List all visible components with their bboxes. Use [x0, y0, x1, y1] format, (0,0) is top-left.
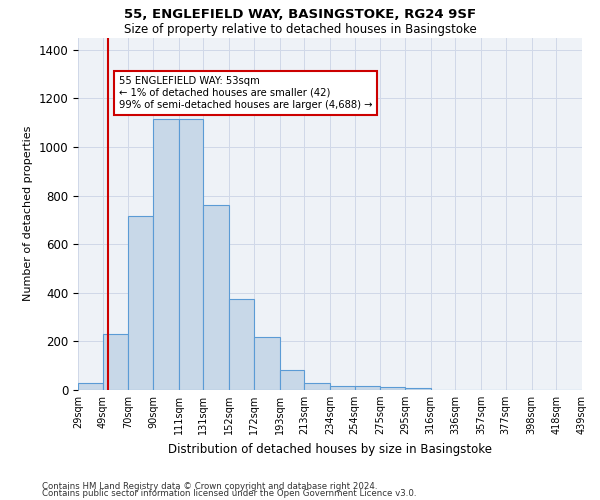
- Bar: [304, 383, 330, 390]
- Text: Contains HM Land Registry data © Crown copyright and database right 2024.: Contains HM Land Registry data © Crown c…: [42, 482, 377, 491]
- X-axis label: Distribution of detached houses by size in Basingstoke: Distribution of detached houses by size …: [168, 442, 492, 456]
- Bar: [355, 386, 380, 390]
- Bar: [103, 334, 128, 390]
- Bar: [405, 388, 431, 390]
- Bar: [330, 386, 355, 390]
- Bar: [229, 299, 254, 390]
- Bar: [380, 387, 405, 390]
- Text: 55, ENGLEFIELD WAY, BASINGSTOKE, RG24 9SF: 55, ENGLEFIELD WAY, BASINGSTOKE, RG24 9S…: [124, 8, 476, 20]
- Bar: [254, 337, 280, 390]
- Text: 55 ENGLEFIELD WAY: 53sqm
← 1% of detached houses are smaller (42)
99% of semi-de: 55 ENGLEFIELD WAY: 53sqm ← 1% of detache…: [119, 76, 372, 110]
- Y-axis label: Number of detached properties: Number of detached properties: [23, 126, 33, 302]
- Text: Size of property relative to detached houses in Basingstoke: Size of property relative to detached ho…: [124, 22, 476, 36]
- Bar: [128, 216, 153, 390]
- Bar: [203, 205, 229, 390]
- Text: Contains public sector information licensed under the Open Government Licence v3: Contains public sector information licen…: [42, 490, 416, 498]
- Bar: [280, 370, 304, 390]
- Bar: [179, 120, 203, 390]
- Bar: [78, 383, 103, 390]
- Bar: [153, 120, 179, 390]
